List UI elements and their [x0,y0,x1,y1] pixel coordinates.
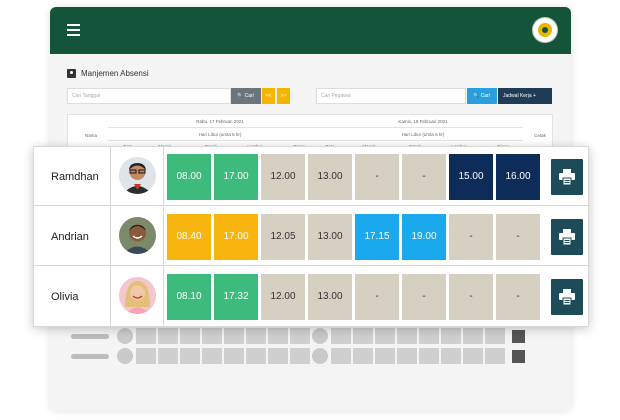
page-title: Manjemen Absensi [81,69,149,78]
photo-cell [112,207,164,266]
employee-name-cell: Ramdhan [34,147,111,206]
time-cell: 15.00 [449,154,493,200]
day1-note: Hari Libur (umta 6 hr) [198,132,242,137]
search-date-input[interactable]: Cari Tanggal [67,88,231,104]
divider [108,127,523,128]
prev-button[interactable]: << [262,88,275,104]
time-cell: 17.32 [214,274,258,320]
app-logo-icon [533,18,557,42]
time-cell: 19.00 [402,214,446,260]
avatar [119,217,156,254]
day2-date: Kamis, 18 Februari 2021 [398,119,448,124]
time-cell: - [449,214,493,260]
time-cell: 12.05 [261,214,305,260]
print-button[interactable] [551,219,583,255]
print-button[interactable] [551,279,583,315]
time-cell: 08.10 [167,274,211,320]
divider [108,140,523,141]
photo-cell [112,267,164,326]
placeholder-row [67,326,551,346]
search-date-button[interactable]: 🔍 Cari [231,88,261,104]
time-cell: 12.00 [261,274,305,320]
time-cell: 13.00 [308,214,352,260]
page-title-row: Manjemen Absensi [67,69,149,78]
search-employee-button[interactable]: 🔍 Cari [467,88,497,104]
schedule-button[interactable]: Jadwal Kerja + [498,88,552,104]
table-row: Ramdhan 08.00 17.00 12.00 13.00- -15.00 16.00 [34,147,590,206]
table-row: Andrian 08.40 17.00 12.05 13.00 17.15 19.00- - [34,207,590,266]
time-cell: 16.00 [496,154,540,200]
hamburger-menu-icon[interactable] [67,24,80,36]
time-cell: 17.00 [214,214,258,260]
employee-name-cell: Andrian [34,207,111,266]
avatar [119,157,156,194]
time-cell: 17.15 [355,214,399,260]
search-date-button-label: Cari [244,93,254,99]
top-bar [50,7,571,54]
time-cell: - [496,274,540,320]
time-cell: 08.40 [167,214,211,260]
time-cell: 12.00 [261,154,305,200]
time-cell: - [402,154,446,200]
time-cell: - [355,274,399,320]
placeholder-row [67,346,551,366]
time-cell: - [496,214,540,260]
attendance-card: Ramdhan 08.00 17.00 12.00 13.00- -15.00 16.00 A… [33,146,590,327]
photo-cell [112,147,164,206]
day1-date: Rabu, 17 Februari 2021 [196,119,244,124]
employee-name: Olivia [51,291,79,303]
col-print-header: Cetak [534,133,546,138]
search-employee-button-label: Cari [480,93,490,99]
time-cell: 17.00 [214,154,258,200]
time-cell: 13.00 [308,154,352,200]
time-cell: 13.00 [308,274,352,320]
employee-name: Ramdhan [51,171,99,183]
day2-note: Hari Libur (umta 6 hr) [401,132,445,137]
avatar [119,277,156,314]
employee-name-cell: Olivia [34,267,111,326]
col-name-header: Nama [84,133,97,138]
print-button[interactable] [551,159,583,195]
time-cell: - [402,274,446,320]
time-cell: - [355,154,399,200]
next-button[interactable]: >> [277,88,290,104]
search-employee-input[interactable]: Cari Pegawai [316,88,466,104]
time-cell: 08.00 [167,154,211,200]
table-row: Olivia 08.10 17.32 12.00 13.00- - - - [34,267,590,326]
employee-name: Andrian [51,231,89,243]
attendance-icon [67,69,76,78]
time-cell: - [449,274,493,320]
